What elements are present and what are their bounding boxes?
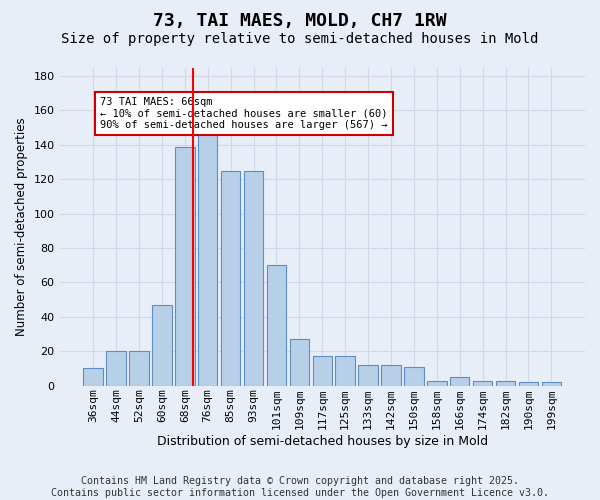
Bar xyxy=(427,380,446,386)
Text: 73 TAI MAES: 66sqm
← 10% of semi-detached houses are smaller (60)
90% of semi-de: 73 TAI MAES: 66sqm ← 10% of semi-detache… xyxy=(100,96,388,130)
Bar xyxy=(290,339,309,386)
Bar xyxy=(358,365,378,386)
Bar xyxy=(221,170,241,386)
Bar xyxy=(83,368,103,386)
Bar xyxy=(175,146,194,386)
Bar xyxy=(129,352,149,386)
Bar xyxy=(313,356,332,386)
Bar xyxy=(473,380,493,386)
Bar xyxy=(244,170,263,386)
Text: Contains HM Land Registry data © Crown copyright and database right 2025.
Contai: Contains HM Land Registry data © Crown c… xyxy=(51,476,549,498)
Bar xyxy=(267,266,286,386)
Bar xyxy=(496,380,515,386)
Text: Size of property relative to semi-detached houses in Mold: Size of property relative to semi-detach… xyxy=(61,32,539,46)
Bar xyxy=(198,133,217,386)
Y-axis label: Number of semi-detached properties: Number of semi-detached properties xyxy=(15,118,28,336)
Bar xyxy=(404,366,424,386)
Bar xyxy=(519,382,538,386)
Bar xyxy=(450,377,469,386)
Bar xyxy=(152,305,172,386)
Bar xyxy=(542,382,561,386)
X-axis label: Distribution of semi-detached houses by size in Mold: Distribution of semi-detached houses by … xyxy=(157,434,488,448)
Bar xyxy=(335,356,355,386)
Bar xyxy=(381,365,401,386)
Bar xyxy=(106,352,126,386)
Text: 73, TAI MAES, MOLD, CH7 1RW: 73, TAI MAES, MOLD, CH7 1RW xyxy=(153,12,447,30)
